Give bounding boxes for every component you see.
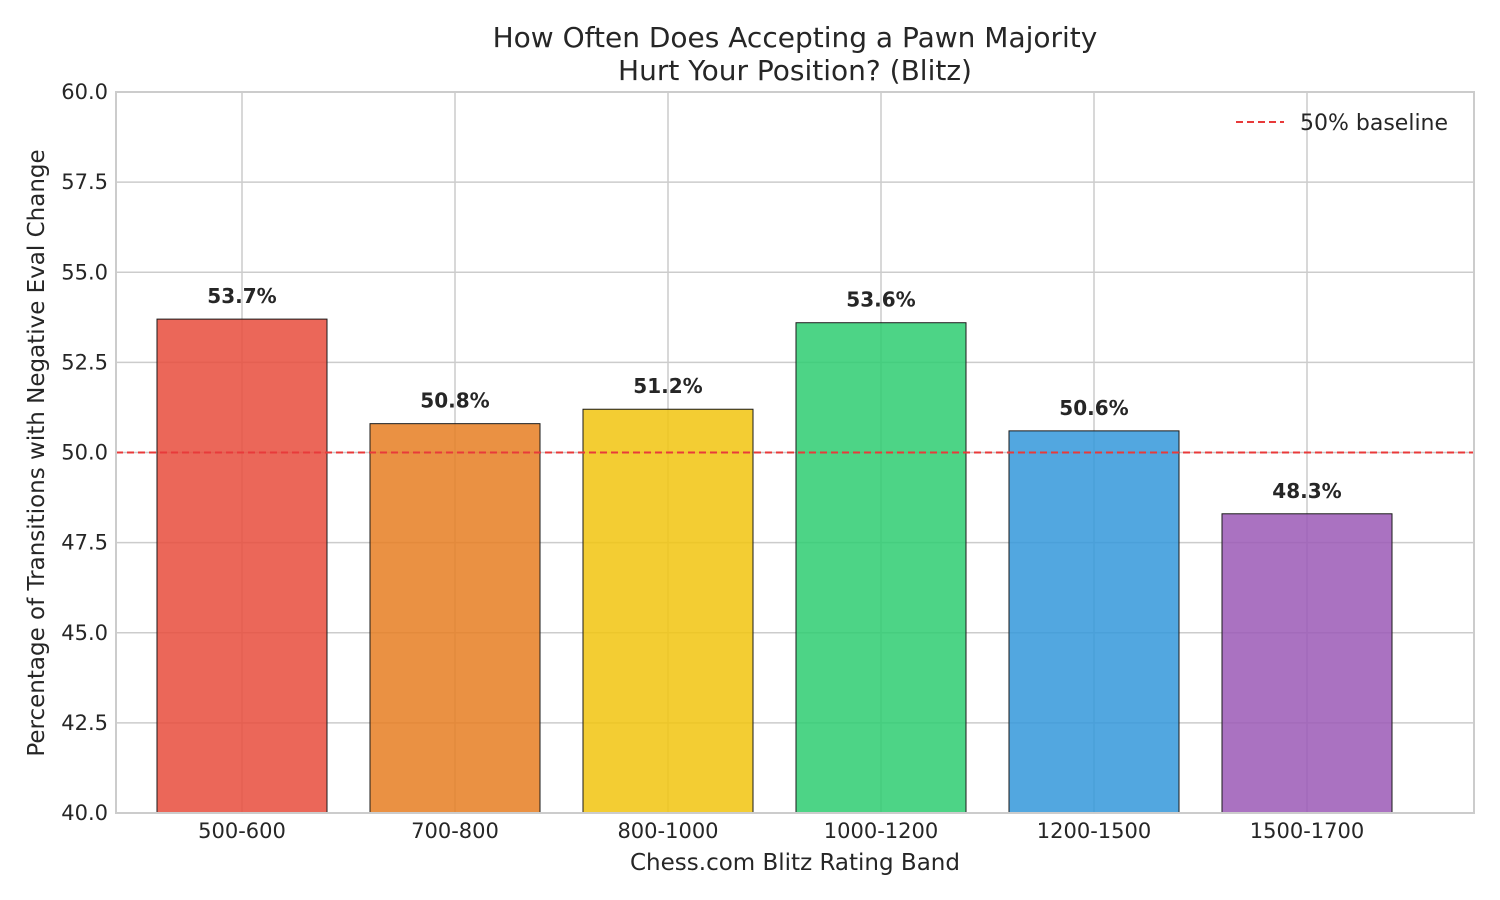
y-tick-label: 52.5 (61, 350, 108, 374)
bar-value-label: 53.7% (207, 284, 276, 308)
y-tick-label: 57.5 (61, 170, 108, 194)
y-tick-label: 60.0 (61, 80, 108, 104)
bar (1008, 430, 1180, 814)
x-tick-label: 1200-1500 (1037, 819, 1151, 843)
legend-baseline-label: 50% baseline (1300, 111, 1448, 136)
y-axis-label: Percentage of Transitions with Negative … (24, 149, 50, 756)
bar (795, 322, 967, 814)
x-axis-ticks: 500-600 700-800 800-1000 1000-1200 1200-1500… (198, 819, 1364, 843)
bar-value-label: 50.8% (420, 389, 489, 413)
bar (156, 318, 328, 814)
x-tick-label: 1000-1200 (824, 819, 938, 843)
bar-value-label: 53.6% (846, 288, 915, 312)
bar (582, 408, 754, 814)
bar-value-labels: 53.7% 50.8% 51.2% 53.6% 50.6% 48.3% (207, 284, 1341, 503)
y-tick-label: 42.5 (61, 711, 108, 735)
bar-value-label: 51.2% (633, 374, 702, 398)
x-axis-label: Chess.com Blitz Rating Band (630, 850, 960, 876)
bar-value-label: 50.6% (1059, 396, 1128, 420)
bar (369, 423, 541, 814)
y-tick-label: 50.0 (61, 441, 108, 465)
x-tick-label: 800-1000 (617, 819, 718, 843)
x-tick-label: 700-800 (411, 819, 499, 843)
plot-frame (115, 91, 1475, 814)
y-axis-ticks: 40.0 42.5 45.0 47.5 50.0 52.5 55.0 57.5 60.0 (61, 80, 108, 825)
chart-title-line-2: Hurt Your Position? (Blitz) (618, 54, 972, 87)
bar (1221, 513, 1393, 814)
y-tick-label: 55.0 (61, 260, 108, 284)
bar-value-label: 48.3% (1272, 479, 1341, 503)
y-tick-label: 45.0 (61, 621, 108, 645)
chart-title-line-1: How Often Does Accepting a Pawn Majority (493, 21, 1098, 54)
y-tick-label: 40.0 (61, 801, 108, 825)
legend: 50% baseline (1236, 111, 1448, 136)
x-tick-label: 1500-1700 (1250, 819, 1364, 843)
y-tick-label: 47.5 (61, 531, 108, 555)
bars (156, 318, 1393, 814)
x-tick-label: 500-600 (198, 819, 286, 843)
